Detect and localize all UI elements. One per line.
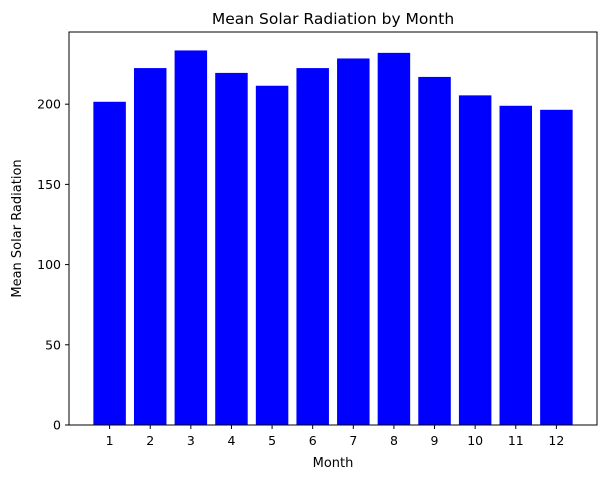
y-tick-label: 150 — [37, 177, 61, 192]
y-tick-label: 100 — [37, 257, 61, 272]
bar-month-7 — [337, 58, 370, 425]
x-axis-title: Month — [313, 456, 354, 471]
bar-month-2 — [133, 68, 167, 426]
bar-month-6 — [296, 68, 329, 426]
x-tick-label: 8 — [390, 433, 398, 448]
x-tick-label: 11 — [508, 433, 524, 448]
bar-month-3 — [174, 50, 208, 426]
bars-layer — [93, 50, 573, 426]
bar-month-1 — [93, 101, 126, 425]
bar-month-11 — [499, 105, 533, 426]
bar-month-12 — [540, 109, 573, 425]
x-tick-label: 2 — [146, 433, 154, 448]
x-tick-label: 4 — [227, 433, 235, 448]
bar-month-9 — [418, 76, 451, 426]
bar-month-4 — [215, 72, 248, 425]
bar-month-8 — [377, 52, 411, 426]
x-tick-label: 5 — [268, 433, 276, 448]
bar-month-10 — [458, 95, 492, 426]
x-tick-label: 10 — [467, 433, 483, 448]
bar-month-5 — [255, 85, 289, 426]
plot-frame — [68, 31, 598, 426]
x-tick-label: 9 — [431, 433, 439, 448]
x-tick-label: 7 — [349, 433, 357, 448]
x-tick-label: 12 — [548, 433, 564, 448]
x-tick-label: 3 — [187, 433, 195, 448]
x-axis: 1 2 3 4 5 6 7 8 9 10 11 12 — [106, 425, 564, 448]
x-tick-label: 1 — [106, 433, 114, 448]
x-tick-label: 6 — [309, 433, 317, 448]
y-tick-label: 0 — [53, 418, 61, 433]
y-axis: 0 50 100 150 200 — [37, 97, 69, 433]
y-tick-label: 200 — [37, 97, 61, 112]
y-axis-title: Mean Solar Radiation — [10, 159, 25, 297]
chart-title: Mean Solar Radiation by Month — [212, 10, 454, 28]
y-tick-label: 50 — [45, 337, 61, 352]
